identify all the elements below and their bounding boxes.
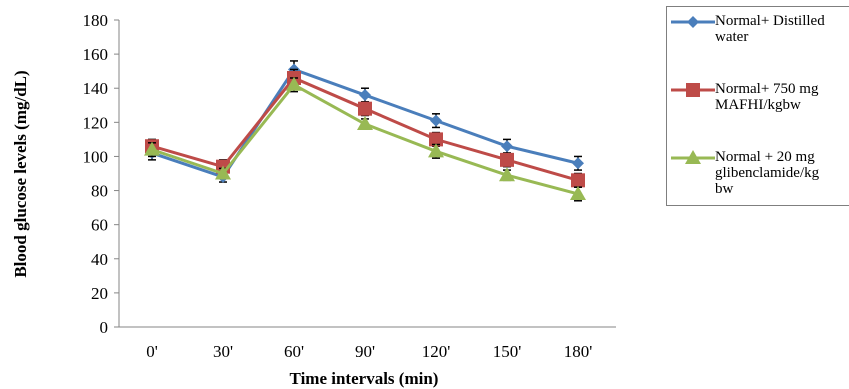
y-tick-label: 180 — [83, 11, 109, 30]
x-tick-label: 30' — [213, 342, 233, 361]
y-tick-label: 120 — [83, 113, 109, 132]
y-axis-ticks: 0 20 40 60 80 100 120 140 160 180 — [83, 11, 119, 337]
data-point — [429, 132, 443, 147]
legend-marker — [687, 16, 699, 28]
x-tick-label: 120' — [422, 342, 451, 361]
series-3 — [144, 76, 586, 202]
y-tick-label: 160 — [83, 45, 109, 64]
y-tick-label: 140 — [83, 79, 109, 98]
data-point — [501, 140, 513, 153]
x-axis-title: Time intervals (min) — [290, 369, 439, 388]
y-tick-label: 20 — [91, 284, 108, 303]
data-point — [286, 76, 302, 91]
y-tick-label: 80 — [91, 182, 108, 201]
legend-label: Normal+ 750 mg MAFHI/kgbw — [715, 81, 819, 113]
y-axis-title: Blood glucose levels (mg/dL) — [11, 70, 30, 277]
legend-swatch — [671, 16, 715, 28]
data-point — [500, 152, 514, 167]
data-point — [572, 157, 584, 170]
data-point — [359, 89, 371, 102]
data-point — [357, 116, 373, 131]
x-tick-label: 150' — [493, 342, 522, 361]
data-point — [215, 165, 231, 180]
x-tick-label: 180' — [564, 342, 593, 361]
data-point — [144, 141, 160, 156]
y-tick-label: 0 — [100, 318, 109, 337]
legend-swatch — [671, 83, 715, 97]
x-tick-label: 0' — [146, 342, 158, 361]
axes — [118, 20, 616, 328]
legend: Normal+ Distilled water Normal+ 750 mg MA… — [666, 6, 849, 206]
y-tick-label: 100 — [83, 147, 109, 166]
x-tick-label: 90' — [355, 342, 375, 361]
data-point — [428, 143, 444, 158]
data-point — [571, 173, 585, 188]
legend-swatch — [671, 150, 715, 164]
series-layer — [144, 60, 586, 202]
data-point — [570, 185, 586, 200]
data-point — [430, 114, 442, 127]
legend-marker — [686, 83, 700, 97]
data-point — [358, 101, 372, 116]
legend-marker — [685, 150, 701, 164]
legend-label: Normal + 20 mg glibenclamide/kg bw — [715, 149, 820, 197]
y-tick-label: 60 — [91, 216, 108, 235]
legend-label: Normal+ Distilled water — [715, 13, 825, 45]
y-tick-label: 40 — [91, 250, 108, 269]
x-tick-label: 60' — [284, 342, 304, 361]
x-axis-ticks: 0' 30' 60' 90' 120' 150' 180' — [146, 342, 592, 361]
data-point — [499, 167, 515, 182]
